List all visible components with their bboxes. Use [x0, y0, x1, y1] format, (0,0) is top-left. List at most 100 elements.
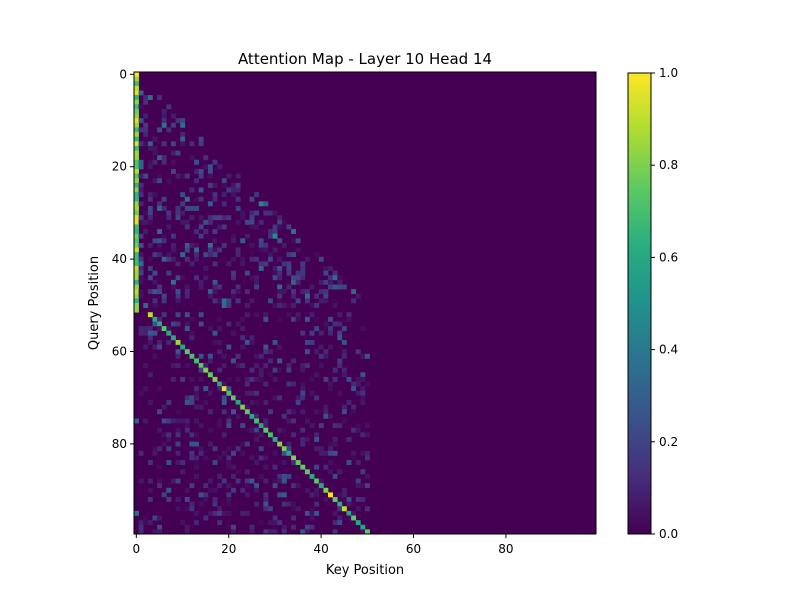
heatmap-cell: [147, 339, 153, 345]
heatmap-cell: [166, 326, 172, 332]
heatmap-cell: [258, 423, 264, 429]
heatmap-cell: [152, 192, 158, 198]
heatmap-cell: [295, 312, 301, 318]
heatmap-cell: [207, 289, 213, 295]
heatmap-cell: [355, 506, 361, 512]
heatmap-cell: [157, 242, 163, 248]
heatmap-cell: [286, 224, 292, 230]
heatmap-cell: [134, 298, 139, 304]
heatmap-cell: [203, 164, 209, 170]
heatmap-cell: [291, 418, 296, 424]
heatmap-cell: [134, 136, 139, 142]
heatmap-cell: [304, 339, 310, 345]
heatmap-cell: [180, 132, 186, 137]
heatmap-cell: [198, 224, 204, 230]
heatmap-cell: [180, 118, 186, 124]
heatmap-cell: [304, 256, 310, 262]
heatmap-cell: [249, 210, 255, 216]
heatmap-cell: [161, 326, 167, 332]
heatmap-cell: [175, 432, 181, 438]
heatmap-cell: [360, 386, 366, 392]
heatmap-cell: [134, 155, 139, 161]
heatmap-cell: [281, 219, 287, 225]
heatmap-cell: [304, 510, 310, 516]
heatmap-cell: [194, 178, 199, 184]
heatmap-cell: [226, 418, 232, 424]
heatmap-cell: [323, 266, 329, 271]
heatmap-cell: [277, 303, 283, 308]
heatmap-cell: [231, 293, 236, 299]
heatmap-cell: [138, 529, 144, 535]
heatmap-cell: [365, 506, 370, 512]
heatmap-cell: [217, 506, 223, 512]
heatmap-cell: [309, 515, 315, 521]
heatmap-cell: [272, 303, 278, 308]
heatmap-cell: [272, 275, 278, 281]
heatmap-cell: [161, 113, 167, 119]
heatmap-cell: [180, 201, 186, 207]
heatmap-cell: [198, 367, 204, 373]
heatmap-cell: [217, 423, 223, 429]
heatmap-cell: [217, 418, 223, 424]
heatmap-cell: [355, 497, 361, 502]
heatmap-cell: [258, 520, 264, 526]
heatmap-cell: [175, 418, 181, 424]
heatmap-cell: [212, 376, 218, 382]
heatmap-cell: [263, 418, 269, 424]
heatmap-cell: [309, 312, 315, 318]
heatmap-cell: [258, 353, 264, 359]
heatmap-cell: [286, 501, 292, 507]
heatmap-cell: [244, 289, 250, 295]
heatmap-cell: [267, 298, 273, 304]
y-tick-label: 20: [112, 160, 127, 174]
heatmap-cell: [134, 104, 139, 110]
heatmap-cell: [170, 159, 176, 165]
heatmap-cell: [184, 395, 190, 401]
heatmap-cell: [138, 279, 144, 285]
heatmap-cell: [231, 182, 236, 188]
heatmap-cell: [134, 307, 139, 313]
heatmap-cell: [231, 289, 236, 295]
heatmap-cell: [267, 229, 273, 234]
heatmap-cell: [272, 210, 278, 216]
heatmap-cell: [203, 219, 209, 225]
heatmap-cell: [180, 192, 186, 198]
heatmap-cell: [166, 330, 172, 336]
heatmap-cell: [194, 510, 199, 516]
heatmap-cell: [346, 312, 352, 318]
heatmap-cell: [291, 229, 296, 234]
heatmap-cell: [254, 418, 260, 424]
heatmap-cell: [328, 344, 333, 350]
heatmap-cell: [189, 441, 195, 447]
heatmap-cell: [240, 256, 246, 262]
heatmap-cell: [198, 279, 204, 285]
heatmap-cell: [217, 367, 223, 373]
heatmap-cell: [295, 279, 301, 285]
heatmap-cell: [134, 266, 139, 271]
heatmap-cell: [249, 478, 255, 484]
heatmap-cell: [332, 441, 338, 447]
heatmap-cell: [134, 205, 139, 211]
heatmap-cell: [332, 473, 338, 479]
heatmap-cell: [351, 427, 357, 433]
heatmap-cell: [175, 409, 181, 415]
heatmap-cell: [138, 118, 144, 124]
heatmap-cell: [291, 501, 296, 507]
heatmap-cell: [286, 266, 292, 271]
heatmap-cell: [194, 169, 199, 174]
heatmap-cell: [286, 270, 292, 276]
heatmap-cell: [244, 492, 250, 498]
heatmap-cell: [235, 289, 241, 295]
heatmap-cell: [203, 367, 209, 373]
heatmap-cell: [143, 132, 149, 137]
heatmap-cell: [286, 418, 292, 424]
heatmap-cell: [175, 321, 181, 327]
heatmap-cell: [198, 215, 204, 221]
heatmap-cell: [258, 372, 264, 378]
heatmap-cell: [281, 446, 287, 452]
heatmap-cell: [235, 205, 241, 211]
heatmap-cell: [328, 316, 333, 322]
heatmap-cell: [143, 326, 149, 332]
heatmap-cell: [286, 450, 292, 456]
heatmap-cell: [189, 400, 195, 405]
